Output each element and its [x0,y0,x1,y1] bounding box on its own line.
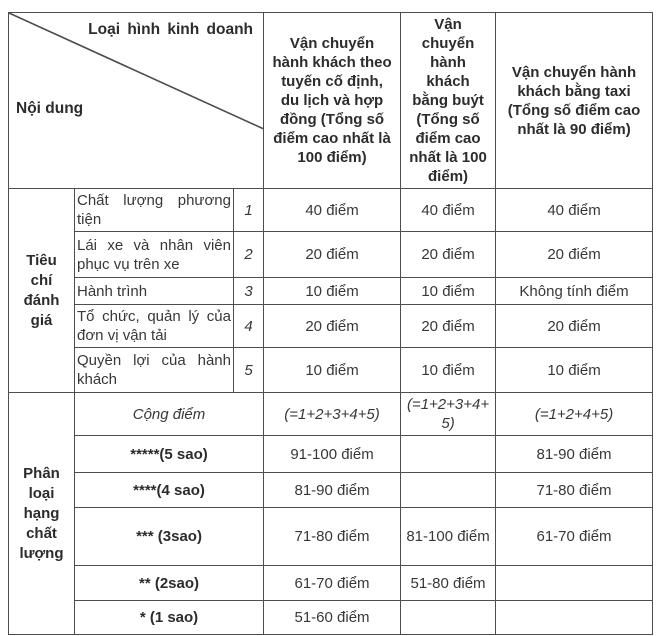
score-cell: 10 điểm [495,347,654,393]
criterion-number: 5 [232,347,265,393]
star-rating-label: ****(4 sao) [73,472,265,508]
criterion-number: 2 [232,231,265,278]
score-cell: 20 điểm [400,231,497,278]
star-rating-label: *** (3sao) [73,507,265,566]
criteria-group-label: Tiêu chí đánh giá [8,188,75,393]
score-cell: 10 điểm [263,347,402,393]
table-row: ****(4 sao) 81-90 điểm 71-80 điểm [9,472,654,508]
score-cell: 20 điểm [400,304,497,348]
criterion-number: 4 [232,304,265,348]
score-range-cell [400,600,497,635]
table-row: *** (3sao) 71-80 điểm 81-100 điểm 61-70 … [9,507,654,566]
criterion-name: Tổ chức, quản lý của đơn vị vận tải [74,304,234,348]
table-row: *****(5 sao) 91-100 điểm 81-90 điểm [9,435,654,473]
star-rating-label: ** (2sao) [73,565,265,601]
score-range-cell: 81-90 điểm [263,472,402,508]
table-row: Quyền lợi của hành khách 5 10 điểm 10 đi… [9,347,654,393]
score-range-cell: 81-100 điểm [400,507,497,566]
score-cell: 40 điểm [495,188,654,232]
score-range-cell [400,435,497,473]
star-rating-label: *****(5 sao) [73,435,265,473]
total-points-label: Cộng điểm [73,392,265,436]
column-header-fixed-route: Vận chuyển hành khách theo tuyến cố định… [263,12,402,189]
content-axis-label: Nội dung [16,100,84,117]
criterion-name: Quyền lợi của hành khách [74,347,234,393]
table-row: ** (2sao) 61-70 điểm 51-80 điểm [9,565,654,601]
score-range-cell [495,565,654,601]
score-range-cell: 61-70 điểm [263,565,402,601]
score-range-cell [400,472,497,508]
score-cell: 20 điểm [495,304,654,348]
criterion-number: 3 [232,277,265,305]
score-cell: Không tính điểm [495,277,654,305]
score-cell: 20 điểm [263,231,402,278]
score-cell: 10 điểm [400,347,497,393]
table-row: Hành trình 3 10 điểm 10 điểm Không tính … [9,277,654,305]
column-header-taxi: Vận chuyển hành khách bằng taxi (Tổng số… [495,12,654,189]
classification-group-label: Phân loại hạng chất lượng [8,392,75,635]
table-row: Tổ chức, quản lý của đơn vị vận tải 4 20… [9,304,654,348]
score-range-cell: 51-60 điểm [263,600,402,635]
score-cell: 10 điểm [400,277,497,305]
score-cell: 10 điểm [263,277,402,305]
score-cell: 40 điểm [263,188,402,232]
column-header-bus: Vận chuyển hành khách bằng buýt (Tổng số… [400,12,497,189]
score-cell: 40 điểm [400,188,497,232]
criterion-name: Chất lượng phương tiện [74,188,234,232]
formula-cell: (=1+2+3+4+ 5) [400,392,497,436]
diagonal-divider-line [9,13,263,130]
score-range-cell: 71-80 điểm [263,507,402,566]
table-row: Lái xe và nhân viên phục vụ trên xe 2 20… [9,231,654,278]
criterion-name: Lái xe và nhân viên phục vụ trên xe [74,231,234,278]
formula-cell: (=1+2+4+5) [495,392,654,436]
score-range-cell: 81-90 điểm [495,435,654,473]
score-range-cell: 91-100 điểm [263,435,402,473]
criterion-number: 1 [232,188,265,232]
score-range-cell: 61-70 điểm [495,507,654,566]
table-row: * (1 sao) 51-60 điểm [9,600,654,635]
business-type-axis-label: Loại hình kinh doanh [88,21,254,38]
score-range-cell: 51-80 điểm [400,565,497,601]
formula-cell: (=1+2+3+4+5) [263,392,402,436]
rating-criteria-table: Loại hình kinh doanh Nội dung Vận chuyển… [7,12,654,635]
diagonal-header-cell: Loại hình kinh doanh Nội dung [7,12,265,189]
table-row: Phân loại hạng chất lượng Cộng điểm (=1+… [8,392,654,635]
table-header-row: Loại hình kinh doanh Nội dung Vận chuyển… [7,12,654,189]
score-range-cell [495,600,654,635]
score-cell: 20 điểm [263,304,402,348]
star-rating-label: * (1 sao) [73,600,265,635]
score-cell: 20 điểm [495,231,654,278]
table-row: Tiêu chí đánh giá Chất lượng phương tiện… [8,188,654,393]
score-range-cell: 71-80 điểm [495,472,654,508]
criterion-name: Hành trình [74,277,234,305]
